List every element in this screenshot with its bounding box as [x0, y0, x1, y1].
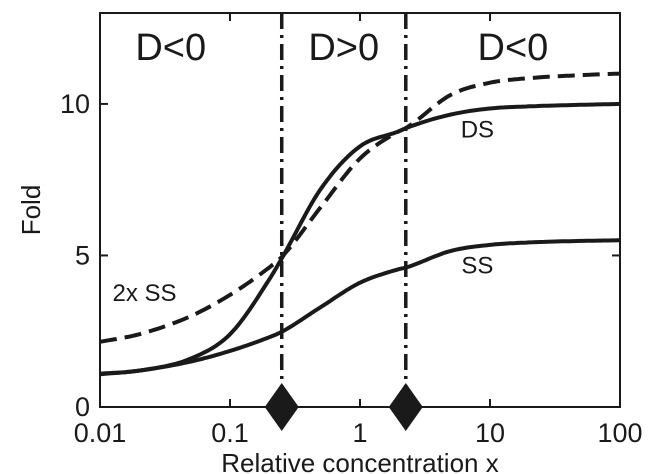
plot-frame — [99, 12, 621, 408]
x-tick-label: 0.01 — [74, 418, 127, 448]
y-tick-label: 0 — [75, 392, 90, 422]
x-tick-label: 1 — [352, 418, 367, 448]
x-tick-label: 0.1 — [211, 418, 249, 448]
y-tick-label: 5 — [75, 240, 90, 270]
series-line-2x-ss — [99, 71, 621, 344]
threshold-diamond-1 — [388, 383, 423, 431]
x-axis-label: Relative concentration x — [221, 448, 498, 474]
y-tick-label: 10 — [60, 89, 90, 119]
curve-labels: DS SS 2x SS — [112, 116, 494, 307]
region-label: D<0 — [135, 27, 206, 69]
threshold-lines — [279, 13, 408, 407]
data-series — [99, 71, 621, 377]
x-tick-labels: 0.01 0.1 1 10 100 — [74, 418, 643, 448]
y-axis-label: Fold — [16, 185, 46, 236]
x-tick-label: 10 — [475, 418, 505, 448]
curve-label: DS — [461, 116, 494, 143]
x-tick-label: 100 — [597, 418, 642, 448]
threshold-diamond-0 — [264, 383, 299, 431]
axis-ticks — [99, 13, 621, 408]
threshold-markers — [264, 383, 423, 431]
curve-label: 2x SS — [112, 280, 176, 307]
region-label: D<0 — [478, 27, 549, 69]
curve-label: SS — [461, 253, 493, 280]
y-tick-labels: 0 5 10 — [60, 89, 90, 422]
region-label: D>0 — [308, 27, 379, 69]
series-line-ss — [99, 238, 620, 377]
region-labels: D<0 D>0 D<0 — [135, 27, 548, 69]
series-line-ds — [99, 101, 621, 376]
